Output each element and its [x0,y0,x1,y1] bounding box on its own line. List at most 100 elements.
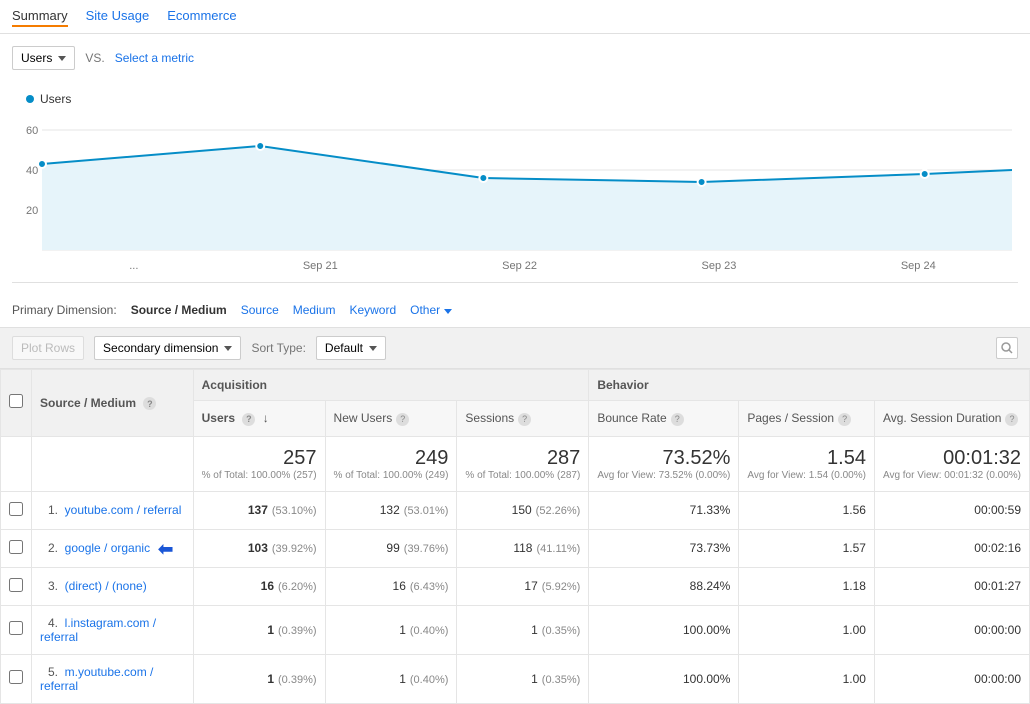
dim-other[interactable]: Other [410,303,451,317]
total-users-sub: % of Total: 100.00% (257) [202,470,317,481]
help-icon[interactable]: ? [242,413,255,426]
help-icon[interactable]: ? [143,397,156,410]
cell-pages: 1.57 [739,529,875,567]
cell-new-users: 1 [399,672,406,686]
row-checkbox[interactable] [9,502,23,516]
cell-users: 16 [261,579,274,593]
arrow-annotation-icon: ⬅ [158,544,173,554]
xlab-2: Sep 22 [502,260,537,272]
row-number: 5. [40,665,58,679]
cell-pages: 1.18 [739,567,875,605]
row-number: 3. [40,579,58,593]
legend-label: Users [40,92,71,106]
cell-pages: 1.00 [739,654,875,703]
primary-dimension-label: Primary Dimension: [12,303,117,317]
plot-rows-button: Plot Rows [12,336,84,360]
help-icon[interactable]: ? [396,413,409,426]
metric-selector-row: Users VS. Select a metric [0,34,1030,82]
cell-users: 103 [248,541,268,555]
help-icon[interactable]: ? [838,413,851,426]
col-users[interactable]: Users ? ↓ [193,401,325,437]
cell-bounce: 100.00% [589,654,739,703]
xlab-4: Sep 24 [901,260,936,272]
dim-source-medium[interactable]: Source / Medium [131,303,227,317]
help-icon[interactable]: ? [518,413,531,426]
ytick-60: 60 [26,125,38,137]
chevron-down-icon [58,56,66,61]
sort-type-dropdown[interactable]: Default [316,336,386,360]
table-row: 1. youtube.com / referral137(53.10%)132(… [1,491,1030,529]
col-new-users[interactable]: New Users? [325,401,457,437]
chart-legend: Users [12,86,1018,110]
chevron-down-icon [224,346,232,351]
select-all-header [1,370,32,437]
sort-desc-icon: ↓ [263,411,269,425]
cell-bounce: 73.73% [589,529,739,567]
row-checkbox[interactable] [9,578,23,592]
chart-area: Users 60 40 20 ... Sep 21 Sep 22 Sep 23 … [0,82,1030,299]
dim-source[interactable]: Source [241,303,279,317]
ytick-40: 40 [26,165,38,177]
table-row: 2. google / organic⬅103(39.92%)99(39.76%… [1,529,1030,567]
tab-ecommerce[interactable]: Ecommerce [167,6,236,27]
cell-duration: 00:01:27 [874,567,1029,605]
select-secondary-metric-link[interactable]: Select a metric [115,51,194,65]
cell-new-users: 99 [386,541,399,555]
primary-metric-dropdown[interactable]: Users [12,46,75,70]
cell-users: 1 [267,672,274,686]
col-sessions[interactable]: Sessions? [457,401,589,437]
row-checkbox[interactable] [9,621,23,635]
row-number: 1. [40,503,58,517]
table-row: 3. (direct) / (none)16(6.20%)16(6.43%)17… [1,567,1030,605]
select-all-checkbox[interactable] [9,394,23,408]
sort-type-label: Sort Type: [251,341,305,355]
cell-bounce: 88.24% [589,567,739,605]
cell-duration: 00:00:00 [874,654,1029,703]
source-link[interactable]: google / organic [65,541,150,555]
cell-pages: 1.00 [739,605,875,654]
total-new-users: 249 [334,447,449,470]
col-pages-session[interactable]: Pages / Session? [739,401,875,437]
dim-keyword[interactable]: Keyword [349,303,396,317]
cell-sessions: 1 [531,623,538,637]
source-link[interactable]: youtube.com / referral [65,503,182,517]
cell-new-users: 1 [399,623,406,637]
row-checkbox[interactable] [9,540,23,554]
table-search-button[interactable] [996,337,1018,359]
secondary-dimension-dropdown[interactable]: Secondary dimension [94,336,241,360]
help-icon[interactable]: ? [671,413,684,426]
cell-sessions: 1 [531,672,538,686]
row-checkbox[interactable] [9,670,23,684]
vs-label: VS. [85,51,104,65]
primary-dimension-row: Primary Dimension: Source / Medium Sourc… [0,299,1030,327]
cell-pages: 1.56 [739,491,875,529]
cell-new-users: 132 [380,503,400,517]
cell-bounce: 71.33% [589,491,739,529]
cell-bounce: 100.00% [589,605,739,654]
cell-users: 1 [267,623,274,637]
data-table: Source / Medium ? Acquisition Behavior U… [0,369,1030,704]
help-icon[interactable]: ? [1005,413,1018,426]
tab-summary[interactable]: Summary [12,6,68,27]
cell-duration: 00:02:16 [874,529,1029,567]
dim-medium[interactable]: Medium [293,303,336,317]
xlab-3: Sep 23 [702,260,737,272]
group-acquisition: Acquisition [193,370,589,401]
primary-metric-label: Users [21,51,52,65]
total-duration: 00:01:32 [883,447,1021,470]
chevron-down-icon [444,309,452,314]
col-avg-duration[interactable]: Avg. Session Duration? [874,401,1029,437]
col-source-medium: Source / Medium ? [32,370,194,437]
col-bounce-rate[interactable]: Bounce Rate? [589,401,739,437]
tab-site-usage[interactable]: Site Usage [86,6,150,27]
group-behavior: Behavior [589,370,1030,401]
report-tabs: Summary Site Usage Ecommerce [0,0,1030,34]
cell-new-users: 16 [393,579,406,593]
source-link[interactable]: (direct) / (none) [65,579,147,593]
xlab-1: Sep 21 [303,260,338,272]
xlab-0: ... [129,260,138,272]
row-number: 2. [40,541,58,555]
table-row: 5. m.youtube.com / referral1(0.39%)1(0.4… [1,654,1030,703]
x-axis-labels: ... Sep 21 Sep 22 Sep 23 Sep 24 [12,260,1018,283]
total-sessions: 287 [465,447,580,470]
